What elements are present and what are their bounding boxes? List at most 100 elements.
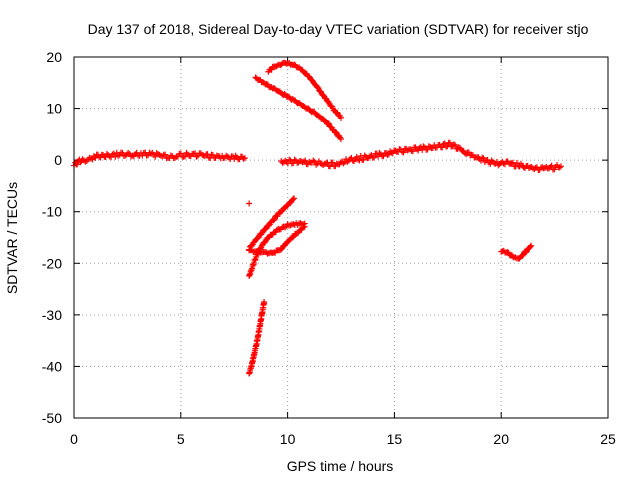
data-point [282, 157, 289, 164]
data-point [545, 165, 552, 172]
data-point [278, 246, 285, 253]
data-point [112, 153, 119, 160]
data-point [461, 150, 468, 157]
x-tick-label: 5 [177, 431, 185, 447]
data-point [392, 147, 399, 154]
data-point [333, 160, 340, 167]
data-point [409, 148, 416, 155]
data-point [488, 157, 495, 164]
data-point [329, 159, 336, 166]
data-point [92, 154, 99, 161]
data-point [265, 222, 272, 229]
data-point [162, 151, 169, 158]
y-tick-labels: 20 10 0 -10 -20 -30 -40 -50 [42, 49, 62, 426]
data-point [193, 153, 200, 160]
y-axis-label: SDTVAR / TECUs [4, 182, 20, 294]
axis-ticks [73, 56, 609, 419]
y-tick-label: 20 [46, 49, 62, 65]
data-point [241, 155, 248, 162]
data-point [360, 156, 367, 163]
data-point [399, 148, 406, 155]
data-point [281, 90, 288, 97]
data-point [446, 139, 453, 146]
data-point [501, 161, 508, 168]
y-tick-label: -10 [42, 204, 62, 220]
data-point [338, 135, 344, 142]
data-point [291, 156, 298, 163]
data-point [556, 164, 563, 171]
data-point [209, 152, 216, 159]
x-tick-label: 15 [387, 431, 403, 447]
data-point [439, 144, 446, 151]
data-point [427, 143, 434, 150]
x-tick-label: 20 [493, 431, 509, 447]
data-point [353, 153, 360, 160]
data-point [413, 146, 420, 153]
data-point [528, 242, 535, 249]
data-point [371, 154, 378, 161]
data-point [513, 159, 520, 166]
y-tick-label: -20 [42, 255, 62, 271]
data-point [338, 114, 344, 121]
data-point [363, 154, 370, 161]
data-point [290, 196, 297, 203]
data-point [254, 235, 261, 242]
data-point [519, 252, 526, 259]
y-tick-label: 10 [46, 101, 62, 117]
x-tick-label: 25 [600, 431, 616, 447]
y-tick-label: -50 [42, 410, 62, 426]
data-point [246, 200, 253, 207]
data-point [314, 84, 321, 91]
data-point [380, 153, 387, 160]
x-tick-label: 10 [280, 431, 296, 447]
x-axis-label: GPS time / hours [287, 458, 394, 474]
data-point [548, 162, 555, 169]
data-point [286, 156, 293, 163]
data-point [290, 221, 297, 228]
data-point [270, 217, 277, 224]
chart-title: Day 137 of 2018, Sidereal Day-to-day VTE… [88, 21, 589, 37]
data-point [301, 223, 308, 230]
data-point [268, 66, 275, 73]
data-point [261, 298, 268, 305]
y-tick-label: -40 [42, 358, 62, 374]
data-point [152, 153, 159, 160]
data-point [450, 141, 457, 148]
data-point [302, 157, 309, 164]
data-point [262, 226, 269, 233]
data-point [529, 165, 536, 172]
data-point [324, 119, 331, 126]
data-point [424, 146, 431, 153]
data-point [520, 164, 527, 171]
data-point [306, 158, 313, 165]
data-point [291, 195, 298, 202]
data-point [479, 154, 486, 161]
data-point [281, 224, 288, 231]
grid-lines [74, 57, 608, 418]
y-tick-label: 0 [54, 152, 62, 168]
plot-frame [73, 56, 609, 419]
data-point [332, 128, 339, 135]
data-point [323, 160, 330, 167]
data-point [240, 155, 247, 162]
data-point [558, 163, 565, 170]
data-point [110, 150, 117, 157]
data-point [348, 154, 355, 161]
y-tick-label: -30 [42, 307, 62, 323]
data-point [420, 143, 427, 150]
data-point [400, 149, 407, 156]
data-point [74, 161, 81, 168]
x-tick-label: 0 [70, 431, 78, 447]
data-point [271, 216, 278, 223]
data-point [376, 149, 383, 156]
data-point [177, 150, 184, 157]
data-point [340, 160, 347, 167]
data-point [389, 150, 396, 157]
data-point [497, 159, 504, 166]
data-point [200, 152, 207, 159]
data-point [344, 158, 351, 165]
data-point [527, 243, 534, 250]
x-tick-labels: 0 5 10 15 20 25 [70, 431, 616, 447]
data-points [71, 59, 565, 377]
data-point [452, 142, 459, 149]
